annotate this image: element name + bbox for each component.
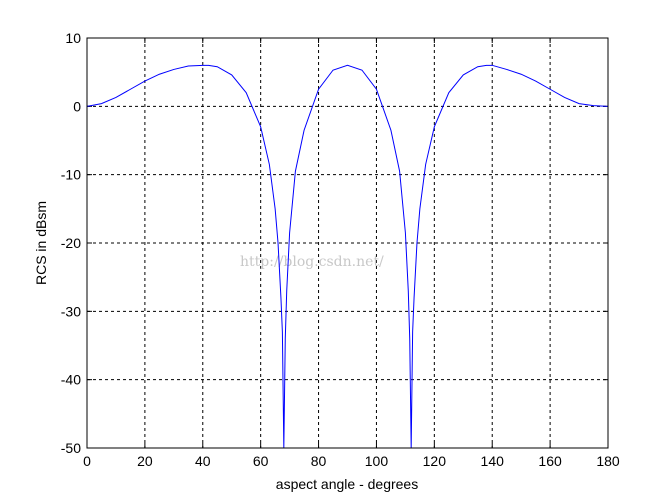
rcs-series-line: [86, 64, 609, 449]
x-tick-label: 120: [423, 453, 447, 469]
y-tick-label: -40: [61, 372, 81, 388]
y-tick-label: -50: [61, 440, 81, 456]
x-tick-label: 0: [83, 453, 91, 469]
x-tick-label: 100: [365, 453, 389, 469]
y-tick-label: -30: [61, 303, 81, 319]
y-tick-label: -10: [61, 167, 81, 183]
x-tick-label: 60: [253, 453, 269, 469]
y-tick-label: 0: [73, 98, 81, 114]
x-tick-label: 160: [538, 453, 562, 469]
x-tick-label: 40: [195, 453, 211, 469]
plot-frame: [86, 37, 609, 449]
y-axis-title: RCS in dBsm: [33, 201, 49, 285]
x-axis-title: aspect angle - degrees: [276, 476, 418, 492]
y-tick-label: -20: [61, 235, 81, 251]
x-tick-label: 140: [481, 453, 505, 469]
x-tick-label: 20: [137, 453, 153, 469]
grid: [87, 38, 608, 448]
x-tick-label: 180: [596, 453, 620, 469]
watermark: http://blog.csdn.net/: [240, 254, 384, 270]
x-tick-label: 80: [311, 453, 327, 469]
tick-labels: 0 20 40 60 80 100 120 140 160 180100-10-20-30-40-…: [61, 30, 620, 469]
y-tick-label: 10: [65, 30, 81, 46]
